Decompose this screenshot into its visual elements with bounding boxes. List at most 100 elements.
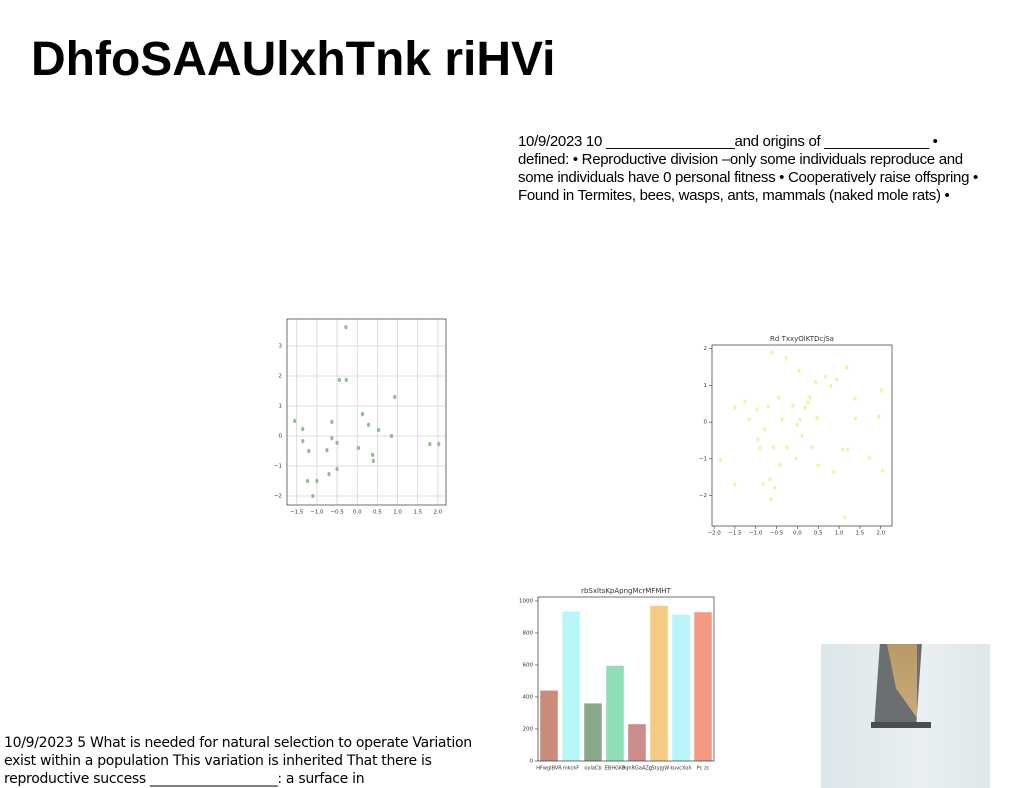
point bbox=[305, 478, 310, 484]
point bbox=[777, 395, 781, 400]
x-tick-label: 1.0 bbox=[393, 510, 402, 516]
point bbox=[301, 427, 305, 432]
x-tick-label: −0.5 bbox=[770, 531, 784, 537]
point bbox=[718, 457, 722, 462]
point bbox=[854, 416, 858, 421]
point bbox=[780, 417, 784, 422]
x-tick-label: 0.0 bbox=[353, 510, 362, 516]
bar bbox=[584, 703, 602, 761]
x-tick-label: HFwgIBVR bbox=[536, 766, 562, 772]
point bbox=[389, 433, 394, 439]
point bbox=[377, 427, 381, 433]
x-tick-label: 1.5 bbox=[413, 510, 422, 516]
y-tick-label: 200 bbox=[523, 727, 534, 733]
point bbox=[371, 458, 375, 463]
point bbox=[293, 418, 297, 424]
point bbox=[803, 405, 807, 410]
point bbox=[794, 456, 798, 461]
point bbox=[808, 395, 812, 400]
point bbox=[772, 445, 776, 450]
point bbox=[773, 485, 777, 490]
text-line: Found in Termites, bees, wasps, ants, ma… bbox=[518, 187, 950, 204]
point bbox=[758, 446, 762, 451]
point bbox=[810, 445, 814, 450]
point bbox=[832, 469, 836, 475]
point bbox=[360, 412, 365, 417]
y-tick-label: 600 bbox=[523, 663, 534, 669]
point bbox=[315, 478, 319, 484]
point bbox=[428, 442, 432, 447]
plot-frame bbox=[711, 344, 893, 527]
point bbox=[356, 445, 361, 451]
x-tick-label: Pc zc bbox=[697, 766, 710, 772]
text-block: 10/9/2023 5 What is needed for natural s… bbox=[4, 734, 472, 788]
plot-frame bbox=[286, 318, 447, 506]
y-tick-label: −2 bbox=[274, 494, 282, 500]
text-line: reproductive success ___________________… bbox=[4, 771, 365, 787]
point bbox=[763, 427, 767, 432]
y-tick-label: 2 bbox=[704, 346, 708, 352]
x-tick-label: 0.5 bbox=[373, 510, 382, 516]
x-tick-label: bqhRGaAZg bbox=[622, 766, 652, 772]
x-tick-label: 1.0 bbox=[835, 531, 844, 537]
point bbox=[843, 515, 847, 520]
point bbox=[795, 422, 799, 427]
y-tick-label: −2 bbox=[699, 493, 707, 499]
point bbox=[784, 355, 788, 360]
x-tick-label: −2.0 bbox=[707, 531, 721, 537]
point bbox=[330, 419, 334, 424]
point bbox=[733, 482, 737, 487]
chart-title: Rd TxxyOlKTDcjSa bbox=[770, 335, 834, 343]
x-tick-label: −1.5 bbox=[290, 510, 304, 516]
y-tick-label: 800 bbox=[523, 631, 534, 637]
x-tick-label: −0.5 bbox=[330, 510, 344, 516]
y-tick-label: 1 bbox=[279, 404, 283, 410]
point bbox=[327, 472, 331, 477]
point bbox=[747, 417, 751, 422]
point bbox=[366, 422, 371, 427]
x-tick-label: EBHGKP bbox=[605, 766, 626, 772]
point bbox=[844, 365, 849, 370]
point bbox=[307, 448, 311, 454]
point bbox=[755, 407, 759, 412]
y-tick-label: 1 bbox=[704, 383, 708, 389]
point bbox=[867, 455, 872, 460]
text-line: 10/9/2023 10 ________________and origins… bbox=[518, 133, 938, 150]
x-tick-label: oylaCb bbox=[584, 766, 601, 772]
point bbox=[743, 399, 747, 404]
point bbox=[785, 445, 789, 450]
x-tick-label: −1.0 bbox=[749, 531, 763, 537]
slide-title: DhfoSAAUlxhTnk riHVi bbox=[31, 33, 556, 86]
bar bbox=[628, 724, 646, 761]
point bbox=[853, 396, 857, 401]
point bbox=[370, 452, 375, 457]
point bbox=[824, 374, 828, 379]
point bbox=[335, 440, 339, 445]
y-tick-label: 0 bbox=[704, 420, 708, 426]
x-tick-label: −1.5 bbox=[728, 531, 742, 537]
point bbox=[344, 325, 348, 330]
point bbox=[301, 439, 305, 444]
plot-frame bbox=[537, 596, 715, 762]
point bbox=[834, 377, 839, 382]
point bbox=[311, 493, 315, 499]
x-tick-label: mkckF bbox=[563, 766, 579, 772]
point bbox=[756, 437, 760, 442]
point bbox=[846, 447, 850, 452]
point bbox=[393, 394, 397, 400]
point bbox=[806, 400, 810, 405]
point bbox=[879, 387, 884, 392]
point bbox=[829, 383, 833, 388]
point bbox=[330, 436, 334, 441]
point bbox=[798, 417, 802, 422]
point bbox=[437, 442, 441, 447]
point bbox=[880, 468, 885, 473]
x-tick-label: 0.5 bbox=[814, 531, 823, 537]
bar bbox=[672, 614, 690, 761]
y-tick-label: −1 bbox=[274, 464, 282, 470]
y-tick-label: −1 bbox=[699, 456, 707, 462]
y-tick-label: 2 bbox=[279, 374, 283, 380]
point bbox=[344, 377, 348, 382]
